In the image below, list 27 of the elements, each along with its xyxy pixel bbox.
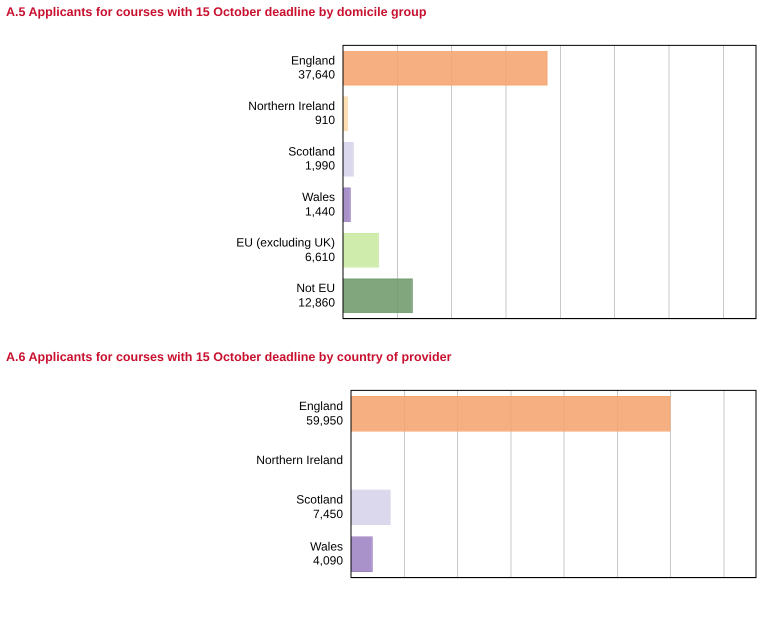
bar (344, 50, 548, 86)
y-tick-label: Wales (302, 190, 335, 204)
bar (344, 142, 354, 177)
data-label: 59,950 (306, 413, 344, 428)
y-tick-label: Not EU (296, 280, 335, 295)
y-tick-label: Northern Ireland (256, 452, 343, 467)
data-label: 4,090 (312, 554, 344, 568)
y-tick-label: Scotland (296, 492, 343, 507)
y-tick-label: Scotland (288, 144, 335, 158)
bar (344, 187, 351, 222)
y-tick-label: Northern Ireland (248, 98, 335, 113)
data-label: 1,440 (304, 204, 336, 218)
y-tick-label: England (298, 398, 343, 413)
y-tick-label: EU (excluding UK) (236, 235, 335, 250)
data-label: 6,610 (304, 250, 336, 264)
y-tick-label: England (290, 53, 335, 68)
y-tick-label: Wales (310, 539, 343, 554)
text: A.5 Applicants for courses with 15 October deadline by domicile group (5, 4, 428, 21)
data-label: 37,640 (298, 68, 336, 82)
data-label: 7,450 (312, 506, 344, 521)
bar (344, 96, 348, 132)
bar (344, 278, 413, 314)
text: A.6 Applicants for courses with 15 October deadline by country of provider (5, 349, 452, 366)
data-label: 910 (314, 113, 336, 128)
data-label: 12,860 (298, 295, 336, 310)
bar (344, 233, 379, 268)
data-label: 1,990 (304, 158, 336, 173)
